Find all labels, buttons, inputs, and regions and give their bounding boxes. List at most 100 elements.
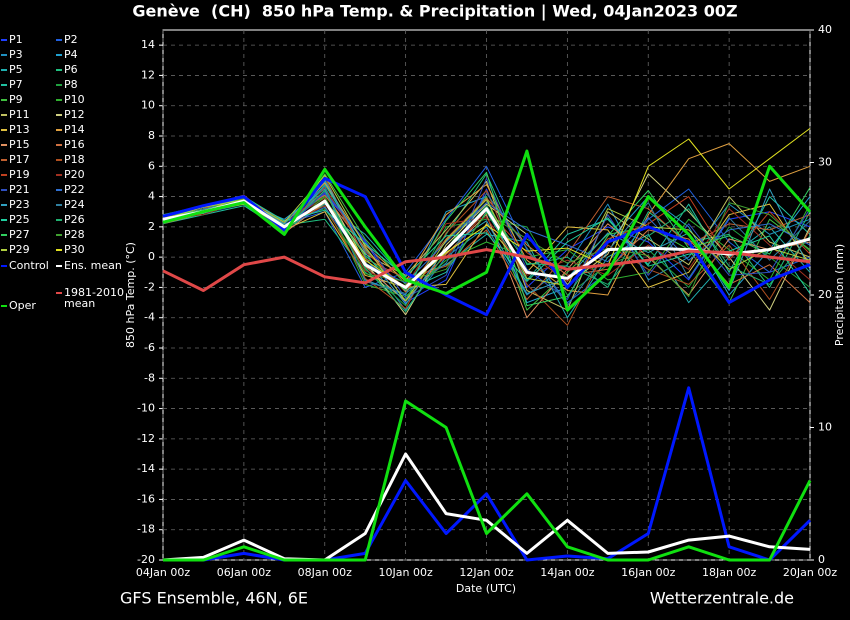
legend-label: P11: [9, 108, 30, 121]
legend-label: P29: [9, 243, 30, 256]
legend-swatch: [56, 144, 62, 146]
legend-entry: P8: [56, 78, 134, 91]
y-tick-label: -8: [144, 371, 155, 384]
legend-swatch: [56, 114, 62, 116]
y-tick-label: 8: [148, 129, 155, 142]
legend-swatch: [1, 99, 7, 101]
y2-tick-label: 30: [818, 156, 832, 169]
legend-entry: P23: [1, 199, 79, 210]
legend-swatch: [56, 39, 62, 41]
legend-swatch: [56, 174, 62, 176]
chart-title: Genève (CH) 850 hPa Temp. & Precipitatio…: [132, 2, 737, 22]
y-axis-label: 850 hPa Temp. (°C): [124, 242, 137, 348]
legend-entry: P11: [1, 108, 79, 121]
y-tick-label: 0: [148, 250, 155, 263]
temp-line: [162, 174, 811, 302]
legend-swatch: [1, 144, 7, 146]
legend-swatch: [1, 265, 7, 267]
legend-entry: P30: [56, 243, 134, 256]
legend-label: P30: [64, 243, 85, 256]
legend-entry: P6: [56, 64, 134, 75]
legend-entry: 1981-2010 mean: [56, 286, 134, 310]
x-tick-label: 20Jan 00z: [783, 566, 837, 579]
legend-label: P25: [9, 213, 30, 226]
legend-entry: P4: [56, 48, 134, 61]
legend-entry: P26: [56, 213, 134, 226]
legend-entry: P2: [56, 34, 134, 45]
y2-tick-label: 20: [818, 288, 832, 301]
y-tick-label: 10: [141, 99, 155, 112]
y-tick-label: -14: [137, 462, 155, 475]
legend-label: P8: [64, 78, 78, 91]
x-tick-label: 08Jan 00z: [298, 566, 352, 579]
legend-swatch: [1, 234, 7, 236]
legend-label: P3: [9, 48, 23, 61]
legend-label: P20: [64, 168, 85, 181]
legend-entry: P10: [56, 93, 134, 106]
legend-swatch: [56, 189, 62, 191]
legend-swatch: [1, 54, 7, 56]
legend-label: P10: [64, 93, 85, 106]
y2-axis-label: Precipitation (mm): [833, 244, 846, 346]
x-tick-label: 04Jan 00z: [136, 566, 190, 579]
x-tick-label: 16Jan 00z: [621, 566, 675, 579]
precip-line: [163, 399, 812, 562]
legend-entry: P16: [56, 139, 134, 150]
legend-swatch: [56, 54, 62, 56]
legend-swatch: [56, 292, 62, 294]
legend-swatch: [56, 234, 62, 236]
legend-label: P21: [9, 183, 30, 196]
y-tick-label: -20: [137, 553, 155, 566]
legend-swatch: [56, 249, 62, 251]
legend-swatch: [1, 39, 7, 41]
legend-entry: P14: [56, 124, 134, 135]
legend-swatch: [56, 204, 62, 206]
legend-entry: P5: [1, 63, 79, 76]
legend-label: P4: [64, 48, 78, 61]
x-tick-label: 12Jan 00z: [459, 566, 513, 579]
legend-label: P19: [9, 168, 30, 181]
precip-line: [162, 452, 811, 562]
legend-entry: Control: [1, 260, 79, 271]
legend-label: P9: [9, 93, 23, 106]
legend-swatch: [1, 189, 7, 191]
x-tick-label: 18Jan 00z: [702, 566, 756, 579]
y-tick-label: -6: [144, 341, 155, 354]
legend-label: P26: [64, 213, 85, 226]
legend-swatch: [56, 265, 62, 267]
y-tick-label: -4: [144, 311, 155, 324]
y-tick-label: -16: [137, 492, 155, 505]
legend-swatch: [56, 129, 62, 131]
legend-entry: P3: [1, 48, 79, 61]
legend-swatch: [56, 84, 62, 86]
legend-swatch: [1, 114, 7, 116]
legend-label: P5: [9, 63, 23, 76]
legend-swatch: [56, 99, 62, 101]
y-tick-label: -2: [144, 280, 155, 293]
legend-entry: P19: [1, 168, 79, 181]
legend-entry: P28: [56, 229, 134, 240]
legend-swatch: [1, 249, 7, 251]
temp-line: [162, 149, 812, 312]
legend-entry: P17: [1, 154, 79, 165]
legend-swatch: [1, 159, 7, 161]
legend-label: 1981-2010 mean: [64, 286, 124, 310]
legend-label: Ens. mean: [64, 259, 122, 272]
y-tick-label: -12: [137, 432, 155, 445]
legend-label: P15: [9, 138, 30, 151]
legend-swatch: [1, 204, 7, 206]
y2-tick-label: 0: [818, 553, 825, 566]
legend-label: P27: [9, 228, 30, 241]
x-tick-label: 06Jan 00z: [217, 566, 271, 579]
y-tick-label: 2: [148, 220, 155, 233]
y-tick-label: -10: [137, 402, 155, 415]
y-tick-label: 4: [148, 190, 155, 203]
source-right: Wetterzentrale.de: [650, 589, 794, 608]
legend-entry: P1: [1, 34, 79, 45]
source-left: GFS Ensemble, 46N, 6E: [120, 589, 308, 608]
legend-label: P24: [64, 198, 85, 211]
legend-entry: P9: [1, 93, 79, 106]
legend-entry: P12: [56, 109, 134, 120]
y-tick-label: 12: [141, 68, 155, 81]
